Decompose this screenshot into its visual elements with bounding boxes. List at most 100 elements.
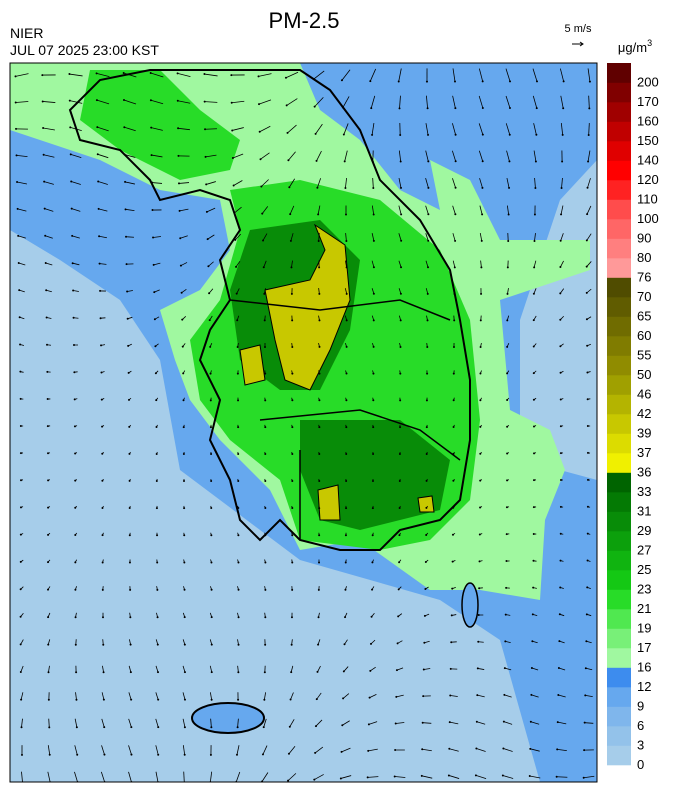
colorbar-box <box>607 160 631 181</box>
wind-arrow <box>151 154 163 158</box>
wind-arrow-head <box>287 752 290 755</box>
wind-arrow-head <box>426 292 429 295</box>
wind-arrow <box>71 181 81 185</box>
wind-arrow <box>371 123 375 135</box>
wind-arrow-head <box>72 289 75 292</box>
wind-arrow-head <box>47 452 50 455</box>
wind-arrow <box>74 745 78 755</box>
wind-arrow-head <box>477 640 480 643</box>
wind-arrow <box>557 748 567 752</box>
wind-arrow-head <box>395 669 398 672</box>
wind-arrow-head <box>125 263 128 266</box>
wind-arrow-head <box>454 213 457 216</box>
wind-arrow <box>315 719 323 727</box>
wind-arrow-head <box>41 74 44 77</box>
wind-arrow-head <box>69 126 72 129</box>
wind-arrow-head <box>502 747 505 750</box>
colorbar-box <box>607 316 631 337</box>
wind-arrow <box>422 748 432 752</box>
wind-arrow-head <box>398 453 401 456</box>
wind-arrow <box>206 207 216 213</box>
wind-arrow-head <box>289 698 292 701</box>
wind-arrow-head <box>209 426 212 429</box>
hotspots <box>239 223 435 521</box>
wind-arrow-head <box>399 319 402 322</box>
colorbar-box <box>607 394 631 415</box>
wind-arrow-head <box>478 533 481 536</box>
colorbar: 0369121617192123252729313336373942465055… <box>607 63 659 772</box>
wind-arrow-head <box>74 479 77 482</box>
wind-arrow-head <box>585 239 588 242</box>
wind-arrow-head <box>69 153 72 156</box>
wind-arrow-head <box>264 426 267 429</box>
colorbar-tick-label: 9 <box>637 699 644 714</box>
colorbar-box <box>607 570 631 590</box>
wind-arrow-head <box>237 426 240 429</box>
wind-arrow-head <box>345 479 348 482</box>
wind-arrow <box>258 99 272 105</box>
wind-arrow-head <box>585 318 588 321</box>
wind-arrow <box>529 775 541 779</box>
wind-arrow-head <box>207 265 210 268</box>
wind-arrow-head <box>585 265 588 268</box>
wind-arrow <box>451 150 457 162</box>
wind-arrow-head <box>257 75 260 78</box>
wind-arrow <box>559 68 565 82</box>
wind-arrow <box>235 771 241 782</box>
wind-arrow-head <box>533 239 536 242</box>
wind-arrow-head <box>344 213 347 216</box>
wind-arrow-head <box>44 234 47 237</box>
wind-arrow-head <box>560 213 563 216</box>
wind-arrow-head <box>318 399 321 402</box>
wind-arrow-head <box>181 345 184 348</box>
wind-arrow-head <box>177 182 180 185</box>
wind-arrow <box>47 745 51 755</box>
wind-arrow-head <box>237 698 240 701</box>
wind-arrow-head <box>506 266 509 269</box>
wind-arrow-head <box>424 560 427 563</box>
wind-arrow-head <box>262 239 265 242</box>
wind-arrow-head <box>130 698 133 701</box>
wind-arrow-head <box>559 452 562 455</box>
wind-arrow-head <box>47 643 50 646</box>
wind-arrow-head <box>345 345 348 348</box>
wind-arrow-head <box>479 319 482 322</box>
wind-arrow-head <box>210 453 213 456</box>
wind-arrow <box>584 722 594 724</box>
wind-arrow-head <box>528 775 531 778</box>
wind-arrow-head <box>124 208 127 211</box>
wind-arrow-head <box>479 372 482 375</box>
wind-arrow <box>587 150 591 162</box>
wind-arrow <box>289 719 295 727</box>
wind-arrow-head <box>505 533 508 536</box>
wind-arrow-head <box>101 588 104 591</box>
wind-arrow-head <box>264 399 267 402</box>
wind-arrow-head <box>478 560 481 563</box>
colorbar-tick-label: 19 <box>637 621 651 636</box>
wind-arrow-head <box>210 698 213 701</box>
wind-arrow <box>506 205 510 215</box>
wind-arrow-head <box>479 345 482 348</box>
wind-arrow-head <box>237 643 240 646</box>
wind-arrow-head <box>128 479 131 482</box>
wind-scale-label: 5 m/s <box>565 23 592 35</box>
wind-arrow-head <box>454 186 457 189</box>
wind-arrow-head <box>423 614 426 617</box>
wind-arrow-head <box>504 613 507 616</box>
wind-arrow-head <box>183 616 186 619</box>
wind-arrow-head <box>237 671 240 674</box>
wind-arrow-head <box>505 586 508 589</box>
wind-arrow-head <box>264 588 267 591</box>
wind-arrow-head <box>19 560 22 563</box>
wind-arrow-head <box>183 753 186 756</box>
colorbar-box <box>607 472 631 493</box>
wind-arrow-head <box>101 506 104 509</box>
colorbar-tick-label: 6 <box>637 718 644 733</box>
wind-arrow-head <box>344 186 347 189</box>
wind-arrow-head <box>557 694 560 697</box>
wind-arrow <box>45 235 53 239</box>
wind-arrow-head <box>237 534 240 537</box>
wind-arrow <box>423 668 431 670</box>
wind-arrow-head <box>182 399 185 402</box>
wind-arrow <box>69 73 83 77</box>
